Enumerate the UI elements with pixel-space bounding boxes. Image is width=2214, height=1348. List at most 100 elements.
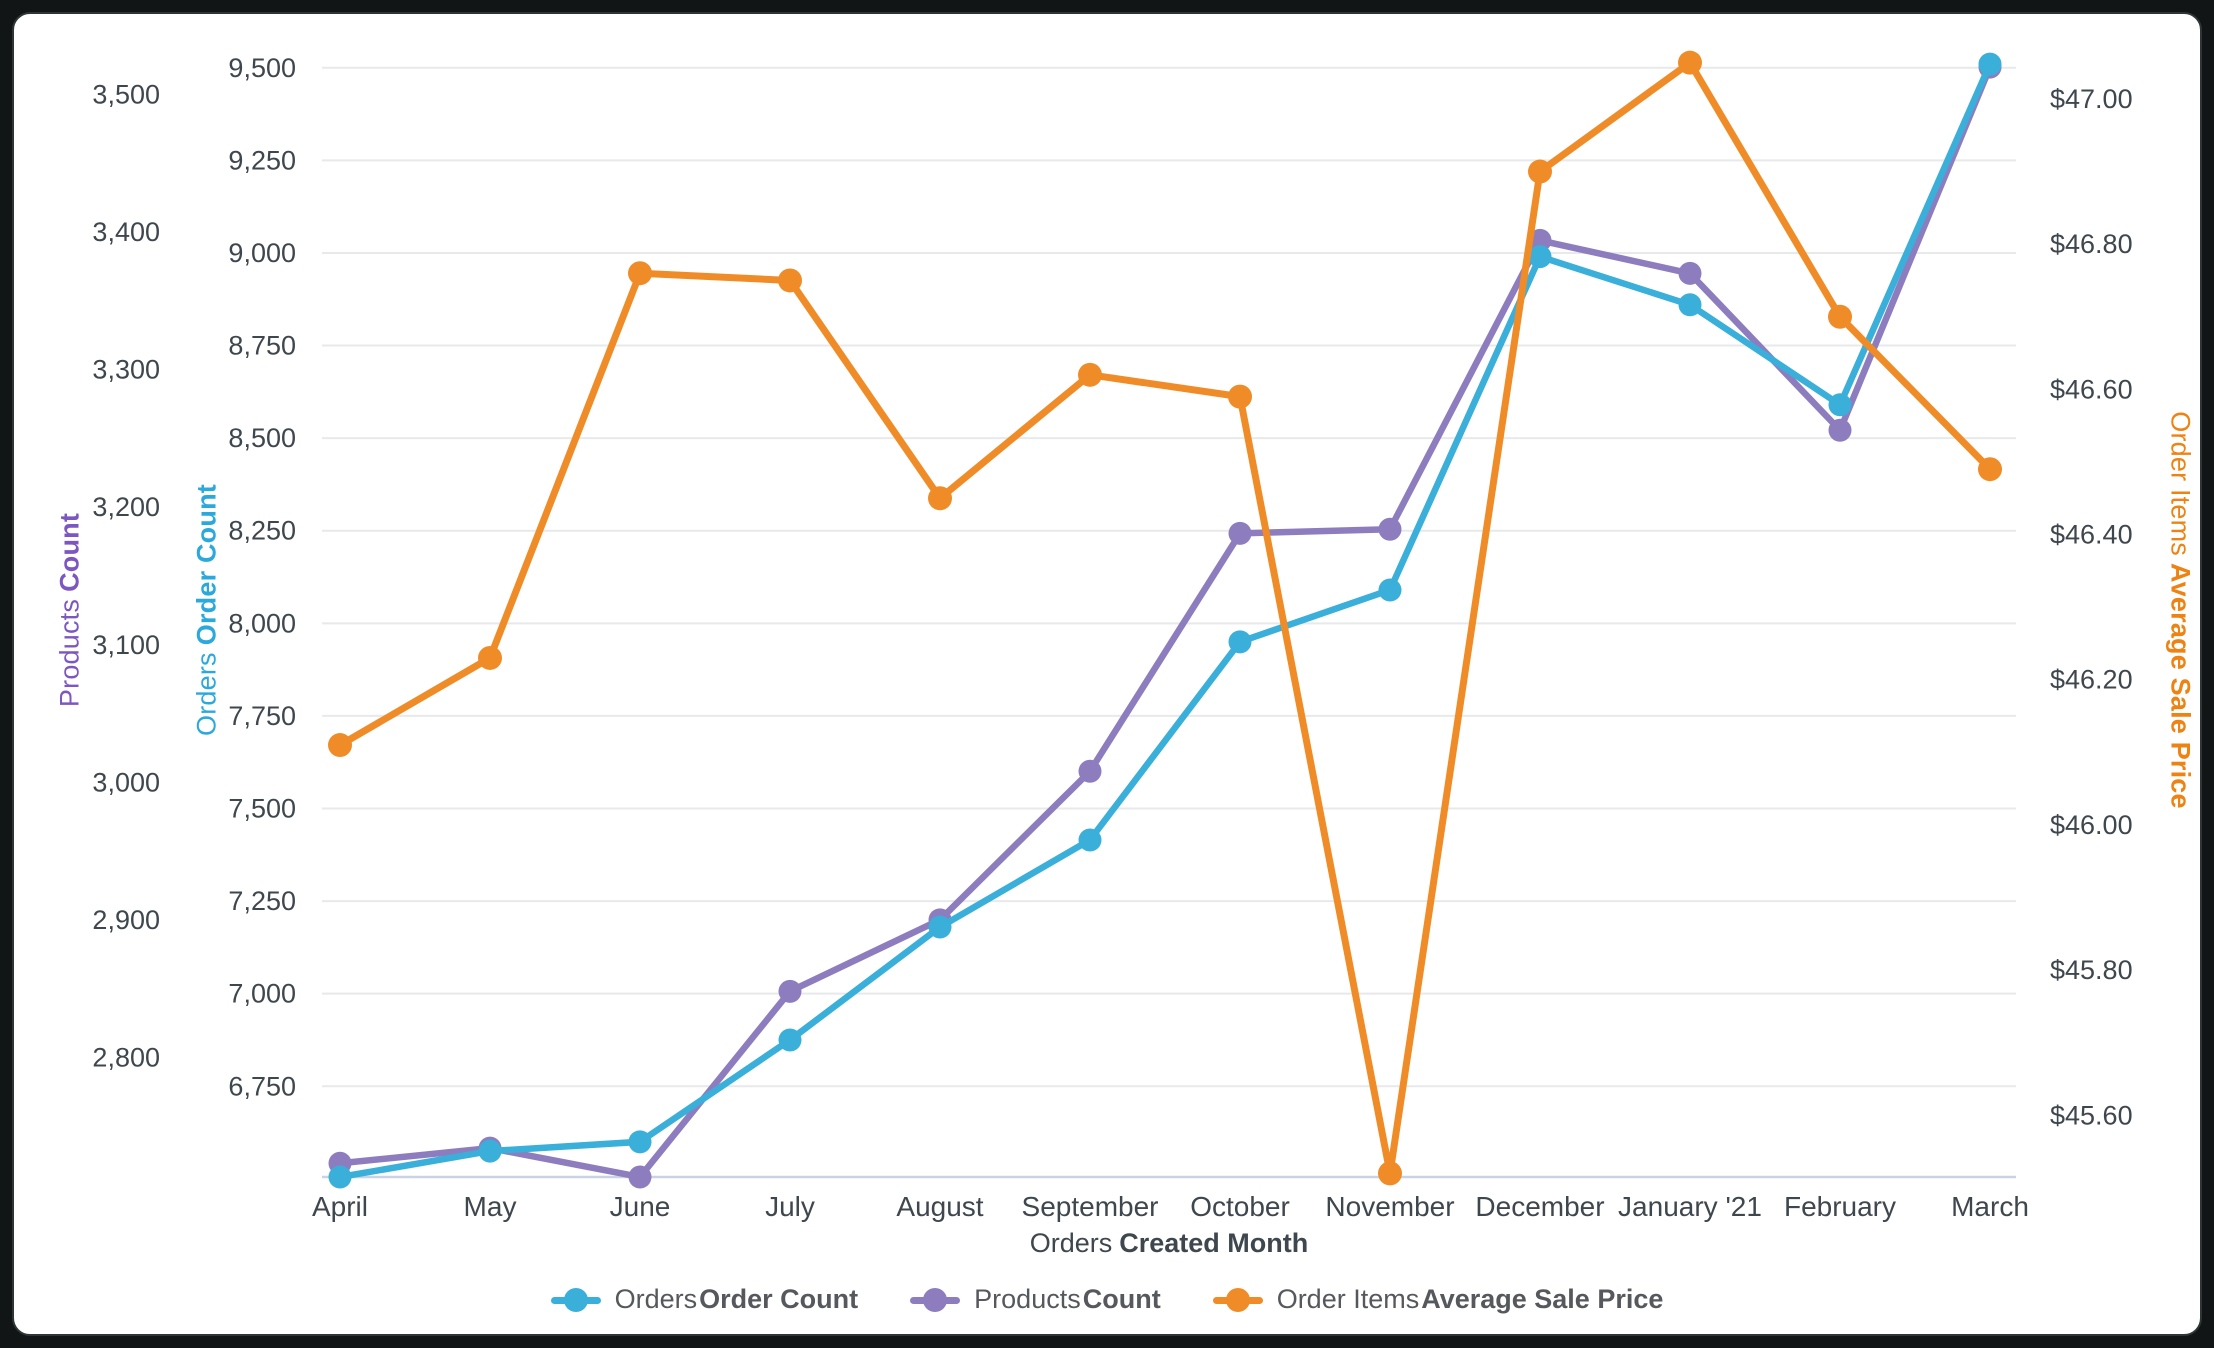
data-point-price-June[interactable]: [628, 261, 652, 286]
legend-label-prefix: Orders: [614, 1284, 698, 1314]
y-tick-label-orders: 9,000: [228, 238, 296, 268]
data-point-orders-February[interactable]: [1828, 393, 1852, 417]
y-tick-label-orders: 7,500: [228, 793, 296, 823]
data-point-orders-April[interactable]: [328, 1165, 352, 1189]
data-point-orders-May[interactable]: [478, 1139, 502, 1163]
axis-title-prefix: Order Items: [2165, 411, 2196, 556]
data-point-orders-June[interactable]: [628, 1130, 652, 1154]
y-tick-label-price: $47.00: [2050, 84, 2133, 114]
y-tick-label-orders: 8,000: [228, 608, 296, 638]
data-point-price-September[interactable]: [1078, 362, 1102, 387]
data-point-orders-January '21[interactable]: [1678, 293, 1702, 317]
y-tick-label-price: $46.60: [2050, 374, 2133, 404]
x-tick-label: August: [896, 1191, 983, 1222]
legend-label-bold: Count: [1082, 1284, 1161, 1314]
x-tick-label: July: [765, 1191, 815, 1222]
legend-item-average-sale-price[interactable]: Order ItemsAverage Sale Price: [1212, 1284, 1664, 1315]
data-point-price-March[interactable]: [1978, 457, 2002, 482]
x-tick-label: April: [312, 1191, 368, 1222]
legend: OrdersOrder Count ProductsCount Order It…: [0, 1284, 2214, 1315]
chart-card: [12, 12, 2202, 1336]
x-tick-label: March: [1951, 1191, 2029, 1222]
legend-label-prefix: Products: [974, 1284, 1081, 1314]
legend-label-prefix: Order Items: [1276, 1284, 1420, 1314]
data-point-products-February[interactable]: [1828, 418, 1852, 442]
x-tick-label: January '21: [1618, 1191, 1762, 1222]
x-tick-label: October: [1190, 1191, 1290, 1222]
y-tick-label-orders: 6,750: [228, 1071, 296, 1101]
x-tick-label: June: [610, 1191, 671, 1222]
data-point-products-July[interactable]: [778, 979, 802, 1003]
y-tick-label-products: 2,900: [92, 905, 160, 935]
data-point-price-February[interactable]: [1828, 304, 1852, 329]
legend-marker-products: [910, 1287, 961, 1313]
y-tick-label-products: 3,100: [92, 630, 160, 660]
data-point-orders-October[interactable]: [1228, 630, 1252, 654]
y-tick-label-orders: 9,250: [228, 145, 296, 175]
series-line-price: [336, 59, 1994, 1177]
x-axis-title-orders-created-month: Orders Created Month: [322, 1228, 2016, 1259]
x-title-prefix: Orders: [1029, 1228, 1113, 1258]
legend-marker-price: [1212, 1287, 1263, 1313]
data-point-orders-September[interactable]: [1078, 828, 1102, 852]
data-point-products-November[interactable]: [1378, 517, 1402, 541]
y-tick-label-products: 3,200: [92, 492, 160, 522]
data-point-products-December[interactable]: [1528, 228, 1552, 252]
x-tick-label: December: [1475, 1191, 1604, 1222]
y-tick-label-price: $46.80: [2050, 229, 2133, 259]
y-tick-label-price: $45.80: [2050, 955, 2133, 985]
data-point-price-November[interactable]: [1378, 1161, 1402, 1186]
y-tick-label-products: 2,800: [92, 1042, 160, 1072]
x-title-bold: Created Month: [1119, 1228, 1309, 1258]
y-tick-label-orders: 8,500: [228, 423, 296, 453]
data-point-products-June[interactable]: [628, 1165, 652, 1189]
y-tick-label-price: $46.40: [2050, 520, 2133, 550]
data-point-price-July[interactable]: [778, 268, 802, 293]
data-point-orders-August[interactable]: [928, 915, 952, 939]
legend-item-orders-order-count[interactable]: OrdersOrder Count: [550, 1284, 859, 1315]
y-tick-label-price: $45.60: [2050, 1100, 2133, 1130]
axis-title-prefix: Orders: [191, 652, 222, 736]
y-tick-label-products: 3,400: [92, 217, 160, 247]
axis-title-prefix: Products: [54, 598, 85, 708]
data-point-price-January '21[interactable]: [1678, 50, 1702, 75]
y-tick-label-orders: 9,500: [228, 53, 296, 83]
x-tick-label: February: [1784, 1191, 1896, 1222]
series-line-orders: [336, 60, 1994, 1181]
y-tick-label-products: 3,000: [92, 767, 160, 797]
data-point-price-December[interactable]: [1528, 159, 1552, 184]
axis-title-bold: Average Sale Price: [2165, 562, 2196, 809]
data-point-orders-November[interactable]: [1378, 578, 1402, 602]
data-point-price-May[interactable]: [478, 645, 502, 670]
x-tick-label: November: [1325, 1191, 1454, 1222]
data-point-orders-December[interactable]: [1528, 245, 1552, 269]
x-tick-label: September: [1022, 1191, 1159, 1222]
axis-title-bold: Count: [54, 512, 85, 592]
y-tick-label-orders: 7,750: [228, 701, 296, 731]
data-point-products-January '21[interactable]: [1678, 261, 1702, 285]
data-point-price-October[interactable]: [1228, 384, 1252, 409]
y-tick-label-orders: 8,250: [228, 516, 296, 546]
y-axis-title-orders-order-count: Orders Order Count: [192, 484, 223, 736]
y-tick-label-orders: 8,750: [228, 331, 296, 361]
legend-label-bold: Order Count: [699, 1284, 859, 1314]
data-point-orders-March[interactable]: [1978, 52, 2002, 76]
data-point-products-October[interactable]: [1228, 521, 1252, 545]
y-axis-title-average-sale-price: Order Items Average Sale Price: [2165, 411, 2196, 809]
series-line-products: [336, 63, 1994, 1181]
data-point-price-April[interactable]: [328, 733, 352, 758]
legend-label-bold: Average Sale Price: [1421, 1284, 1664, 1314]
data-point-price-August[interactable]: [928, 486, 952, 511]
data-point-products-September[interactable]: [1078, 759, 1102, 783]
data-point-orders-July[interactable]: [778, 1028, 802, 1052]
y-tick-label-orders: 7,000: [228, 979, 296, 1009]
y-tick-label-products: 3,300: [92, 355, 160, 385]
y-tick-label-price: $46.00: [2050, 810, 2133, 840]
legend-item-products-count[interactable]: ProductsCount: [910, 1284, 1161, 1315]
y-axis-title-products-count: Products Count: [55, 513, 86, 707]
axis-title-bold: Order Count: [191, 484, 222, 646]
y-tick-label-price: $46.20: [2050, 665, 2133, 695]
x-tick-label: May: [464, 1191, 517, 1222]
